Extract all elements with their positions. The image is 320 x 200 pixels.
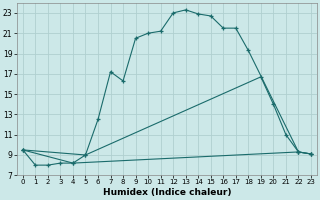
X-axis label: Humidex (Indice chaleur): Humidex (Indice chaleur) <box>103 188 231 197</box>
